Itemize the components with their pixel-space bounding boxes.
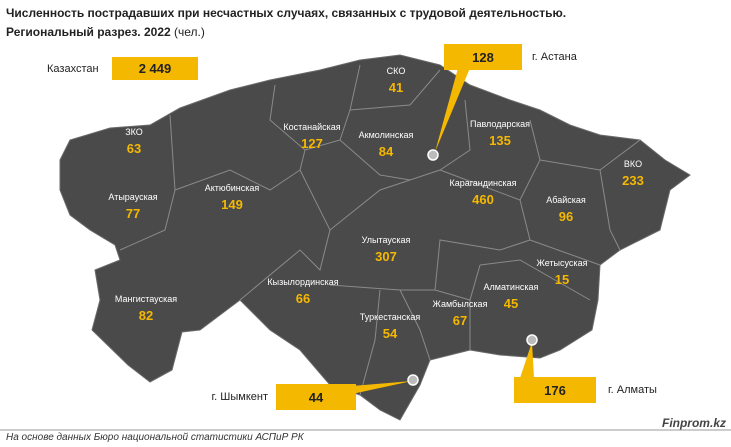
total-name: Казахстан bbox=[47, 63, 99, 75]
region-value: 45 bbox=[504, 296, 518, 311]
region-name: Карагандинская bbox=[449, 178, 516, 188]
region-name: ЗКО bbox=[125, 127, 143, 137]
region-value: 149 bbox=[221, 197, 243, 212]
almaty-box bbox=[514, 377, 596, 403]
city-value: 44 bbox=[309, 390, 324, 405]
region-name: Атырауская bbox=[108, 192, 157, 202]
region-name: Мангистауская bbox=[115, 294, 177, 304]
city-value: 128 bbox=[472, 50, 494, 65]
shymkent-dot bbox=[407, 374, 419, 386]
total-box bbox=[112, 57, 198, 80]
subtitle: Региональный разрез. 2022 (чел.) bbox=[6, 25, 205, 39]
region-name: Кызылординская bbox=[267, 277, 338, 287]
region-value: 77 bbox=[126, 206, 140, 221]
subtitle-unit: (чел.) bbox=[174, 25, 205, 39]
shymkent-box bbox=[276, 384, 356, 410]
region-name: Улытауская bbox=[362, 235, 411, 245]
almaty-dot bbox=[526, 334, 538, 346]
region-value: 127 bbox=[301, 136, 323, 151]
region-value: 96 bbox=[559, 209, 573, 224]
region-name: Актюбинская bbox=[205, 183, 260, 193]
astana-box bbox=[444, 44, 522, 70]
region-value: 54 bbox=[383, 326, 398, 341]
source: На основе данных Бюро национальной стати… bbox=[6, 432, 305, 443]
city-value: 176 bbox=[544, 383, 566, 398]
region-value: 66 bbox=[296, 291, 310, 306]
almaty-pointer bbox=[520, 342, 534, 378]
region-value: 233 bbox=[622, 173, 644, 188]
total-value: 2 449 bbox=[139, 61, 172, 76]
region-name: СКО bbox=[387, 66, 406, 76]
city-name: г. Астана bbox=[532, 51, 578, 63]
city-callouts bbox=[276, 44, 596, 410]
region-name: Жетысуская bbox=[537, 258, 588, 268]
region-name: Павлодарская bbox=[470, 119, 530, 129]
title: Численность пострадавших при несчастных … bbox=[6, 6, 566, 20]
region-borders bbox=[119, 64, 641, 396]
city-name: г. Алматы bbox=[608, 384, 657, 396]
region-name: Акмолинская bbox=[359, 130, 414, 140]
brand: Finprom.kz bbox=[662, 416, 726, 430]
region-name: Абайская bbox=[546, 195, 586, 205]
region-value: 41 bbox=[389, 80, 403, 95]
region-name: Костанайская bbox=[283, 122, 340, 132]
region-name: Жамбылская bbox=[433, 299, 488, 309]
region-name: ВКО bbox=[624, 159, 642, 169]
region-value: 135 bbox=[489, 133, 511, 148]
astana-dot bbox=[427, 149, 439, 161]
astana-pointer bbox=[435, 68, 470, 152]
region-value: 67 bbox=[453, 313, 467, 328]
country-shape bbox=[59, 54, 691, 421]
region-value: 82 bbox=[139, 308, 153, 323]
region-value: 307 bbox=[375, 249, 397, 264]
subtitle-bold: Региональный разрез. 2022 bbox=[6, 25, 171, 39]
region-name: Туркестанская bbox=[360, 312, 421, 322]
region-value: 63 bbox=[127, 141, 141, 156]
region-name: Алматинская bbox=[484, 282, 539, 292]
region-value: 460 bbox=[472, 192, 494, 207]
region-value: 15 bbox=[555, 272, 569, 287]
city-name: г. Шымкент bbox=[212, 391, 269, 403]
region-value: 84 bbox=[379, 144, 394, 159]
shymkent-pointer bbox=[352, 381, 412, 394]
